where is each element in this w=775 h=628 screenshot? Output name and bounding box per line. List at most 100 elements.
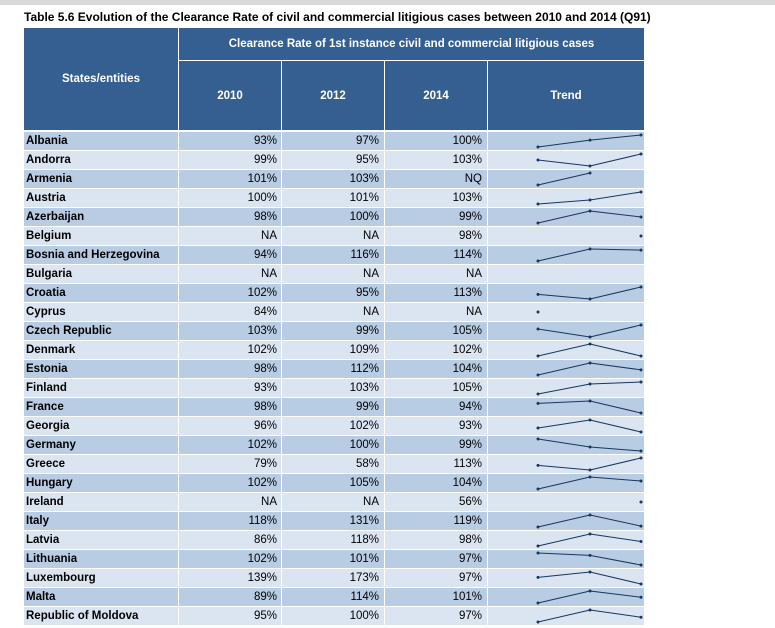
cell-2010: 100% [247, 192, 277, 204]
row-name: Armenia [26, 173, 73, 185]
trend-point [536, 487, 540, 491]
trend-sparkline [536, 532, 643, 548]
trend-segment [537, 199, 591, 205]
cell-2012: 101% [349, 553, 379, 565]
trend-point [639, 190, 643, 194]
trend-point [536, 373, 540, 377]
cell-2014: 114% [453, 249, 482, 261]
trend-point [639, 152, 643, 156]
cell-2012: NA [363, 496, 379, 508]
table-body: Albania 93% 97% 100% Andorra 99% 95% 103% Armeni… [24, 132, 644, 626]
cell-2012: 105% [349, 477, 379, 489]
cell-2014: 99% [458, 439, 482, 451]
trend-sparkline [536, 247, 643, 263]
trend-point [639, 524, 643, 528]
trend-point [639, 380, 643, 384]
header-2014: 2014 [423, 89, 449, 102]
trend-segment [589, 514, 642, 527]
trend-point [639, 285, 643, 289]
trend-point [588, 335, 592, 339]
cell-2014: 56% [458, 496, 482, 508]
trend-segment [589, 571, 642, 585]
trend-point [588, 475, 592, 479]
table-row: Czech Republic 103% 99% 105% [24, 322, 644, 340]
trend-point [588, 297, 592, 301]
trend-sparkline [536, 475, 643, 491]
trend-point [639, 430, 643, 434]
trend-point [536, 259, 540, 263]
trend-point [536, 426, 540, 430]
cell-2012: 100% [349, 439, 379, 451]
trend-point [588, 532, 592, 536]
trend-point [588, 247, 592, 251]
table-row: Lithuania 102% 101% 97% [24, 550, 644, 568]
trend-segment [537, 514, 591, 528]
trend-point [536, 551, 540, 555]
trend-sparkline [536, 133, 643, 149]
cell-2012: 173% [349, 572, 379, 584]
trend-segment [537, 343, 591, 357]
trend-segment [537, 464, 591, 471]
table-row: Belgium NA NA 98% [24, 227, 644, 245]
row-name: Ireland [26, 496, 64, 508]
header-trend: Trend [550, 89, 582, 102]
cell-2012: NA [363, 306, 379, 318]
trend-segment [589, 343, 642, 357]
trend-point [588, 164, 592, 168]
trend-point [588, 209, 592, 213]
row-name: France [26, 401, 64, 413]
trend-segment [537, 139, 591, 148]
trend-segment [589, 210, 642, 218]
trend-segment [537, 159, 591, 167]
cell-2010: NA [261, 230, 277, 242]
header-group-label: Clearance Rate of 1st instance civil and… [228, 38, 595, 50]
trend-point [588, 342, 592, 346]
table-row: Italy 118% 131% 119% [24, 512, 644, 530]
trend-point [588, 553, 592, 557]
table-row: Austria 100% 101% 103% [24, 189, 644, 207]
cell-2010: 89% [253, 591, 277, 603]
trend-sparkline [536, 152, 643, 168]
trend-sparkline [639, 234, 643, 238]
trend-point [639, 323, 643, 327]
cell-2012: 103% [349, 173, 379, 185]
cell-2014: 113% [453, 458, 482, 470]
table-title: Table 5.6 Evolution of the Clearance Rat… [24, 10, 651, 24]
trend-segment [589, 286, 642, 300]
trend-sparkline [536, 608, 643, 624]
cell-2010: 103% [247, 325, 277, 337]
trend-point [588, 198, 592, 202]
cell-2010: NA [261, 268, 277, 280]
trend-segment [589, 554, 642, 566]
trend-segment [589, 153, 642, 167]
trend-point [639, 449, 643, 453]
cell-2012: NA [363, 268, 379, 280]
cell-2010: 102% [247, 439, 277, 451]
cell-2014: 100% [452, 135, 482, 147]
table-row: Azerbaijan 98% 100% 99% [24, 208, 644, 226]
trend-segment [589, 248, 642, 251]
trend-point [588, 399, 592, 403]
cell-2012: 101% [349, 192, 379, 204]
trend-point [639, 215, 643, 219]
trend-segment [537, 419, 591, 429]
cell-2010: 102% [247, 477, 277, 489]
cell-2012: 116% [350, 249, 379, 261]
trend-point [588, 138, 592, 142]
cell-2012: NA [363, 230, 379, 242]
row-name: Croatia [26, 287, 66, 299]
table-row: Republic of Moldova 95% 100% 97% [24, 607, 644, 625]
cell-2010: 93% [253, 382, 277, 394]
cell-2010: 101% [247, 173, 277, 185]
trend-point [639, 368, 643, 372]
cell-2014: 104% [452, 363, 482, 375]
trend-segment [537, 476, 591, 490]
cell-2012: 95% [355, 287, 379, 299]
trend-point [536, 392, 540, 396]
trend-segment [589, 609, 642, 618]
cell-2014: 102% [452, 344, 482, 356]
trend-point [536, 183, 540, 187]
row-name: Austria [26, 192, 66, 204]
cell-2014: 105% [452, 382, 482, 394]
trend-point [536, 202, 540, 206]
